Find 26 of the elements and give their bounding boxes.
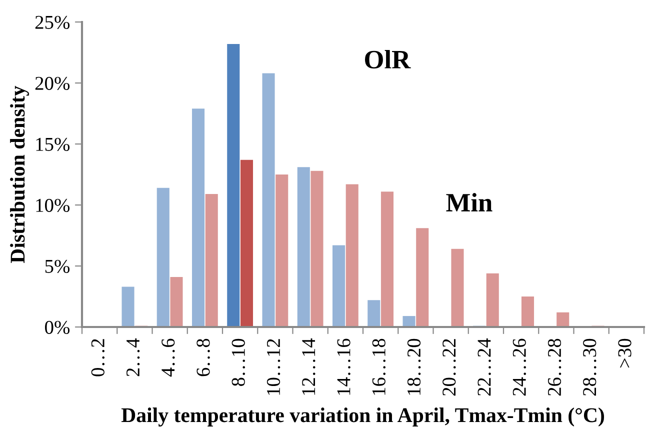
x-axis-title: Daily temperature variation in April, Tmax-Tmin (°C): [121, 408, 604, 427]
x-tick-label: 8…10: [232, 338, 246, 386]
x-tick-label: 28…30: [583, 338, 596, 396]
x-tick-label: 2…4: [126, 338, 140, 376]
x-tick-label: 4…6: [162, 338, 175, 377]
x-tick-label: 22…24: [478, 338, 491, 396]
x-tick-label: 12…14: [302, 338, 316, 395]
x-tick-label: 24…26: [512, 338, 526, 396]
x-tick-label: >30: [618, 338, 632, 368]
y-axis-title: Distribution density: [10, 86, 29, 263]
x-tick-label: 18…20: [407, 338, 421, 395]
x-tick-label: 20…22: [442, 339, 456, 396]
annotation: OlR: [365, 50, 411, 69]
y-tick-label: 10%: [36, 198, 70, 212]
y-tick-label: 20%: [35, 76, 70, 90]
y-tick-label: 15%: [36, 138, 70, 151]
x-tick-label: 10…12: [266, 339, 280, 395]
x-tick-label: 26…28: [548, 338, 562, 396]
x-tick-label: 0…2: [91, 339, 105, 376]
y-tick-label: 5%: [45, 260, 70, 273]
y-tick-label: 0%: [45, 320, 70, 334]
x-tick-label: 14…16: [337, 338, 350, 395]
x-tick-label: 6…8: [196, 338, 210, 376]
annotation: Min: [446, 193, 492, 212]
x-tick-label: 16…18: [372, 338, 386, 395]
y-tick-label: 25%: [35, 16, 70, 29]
